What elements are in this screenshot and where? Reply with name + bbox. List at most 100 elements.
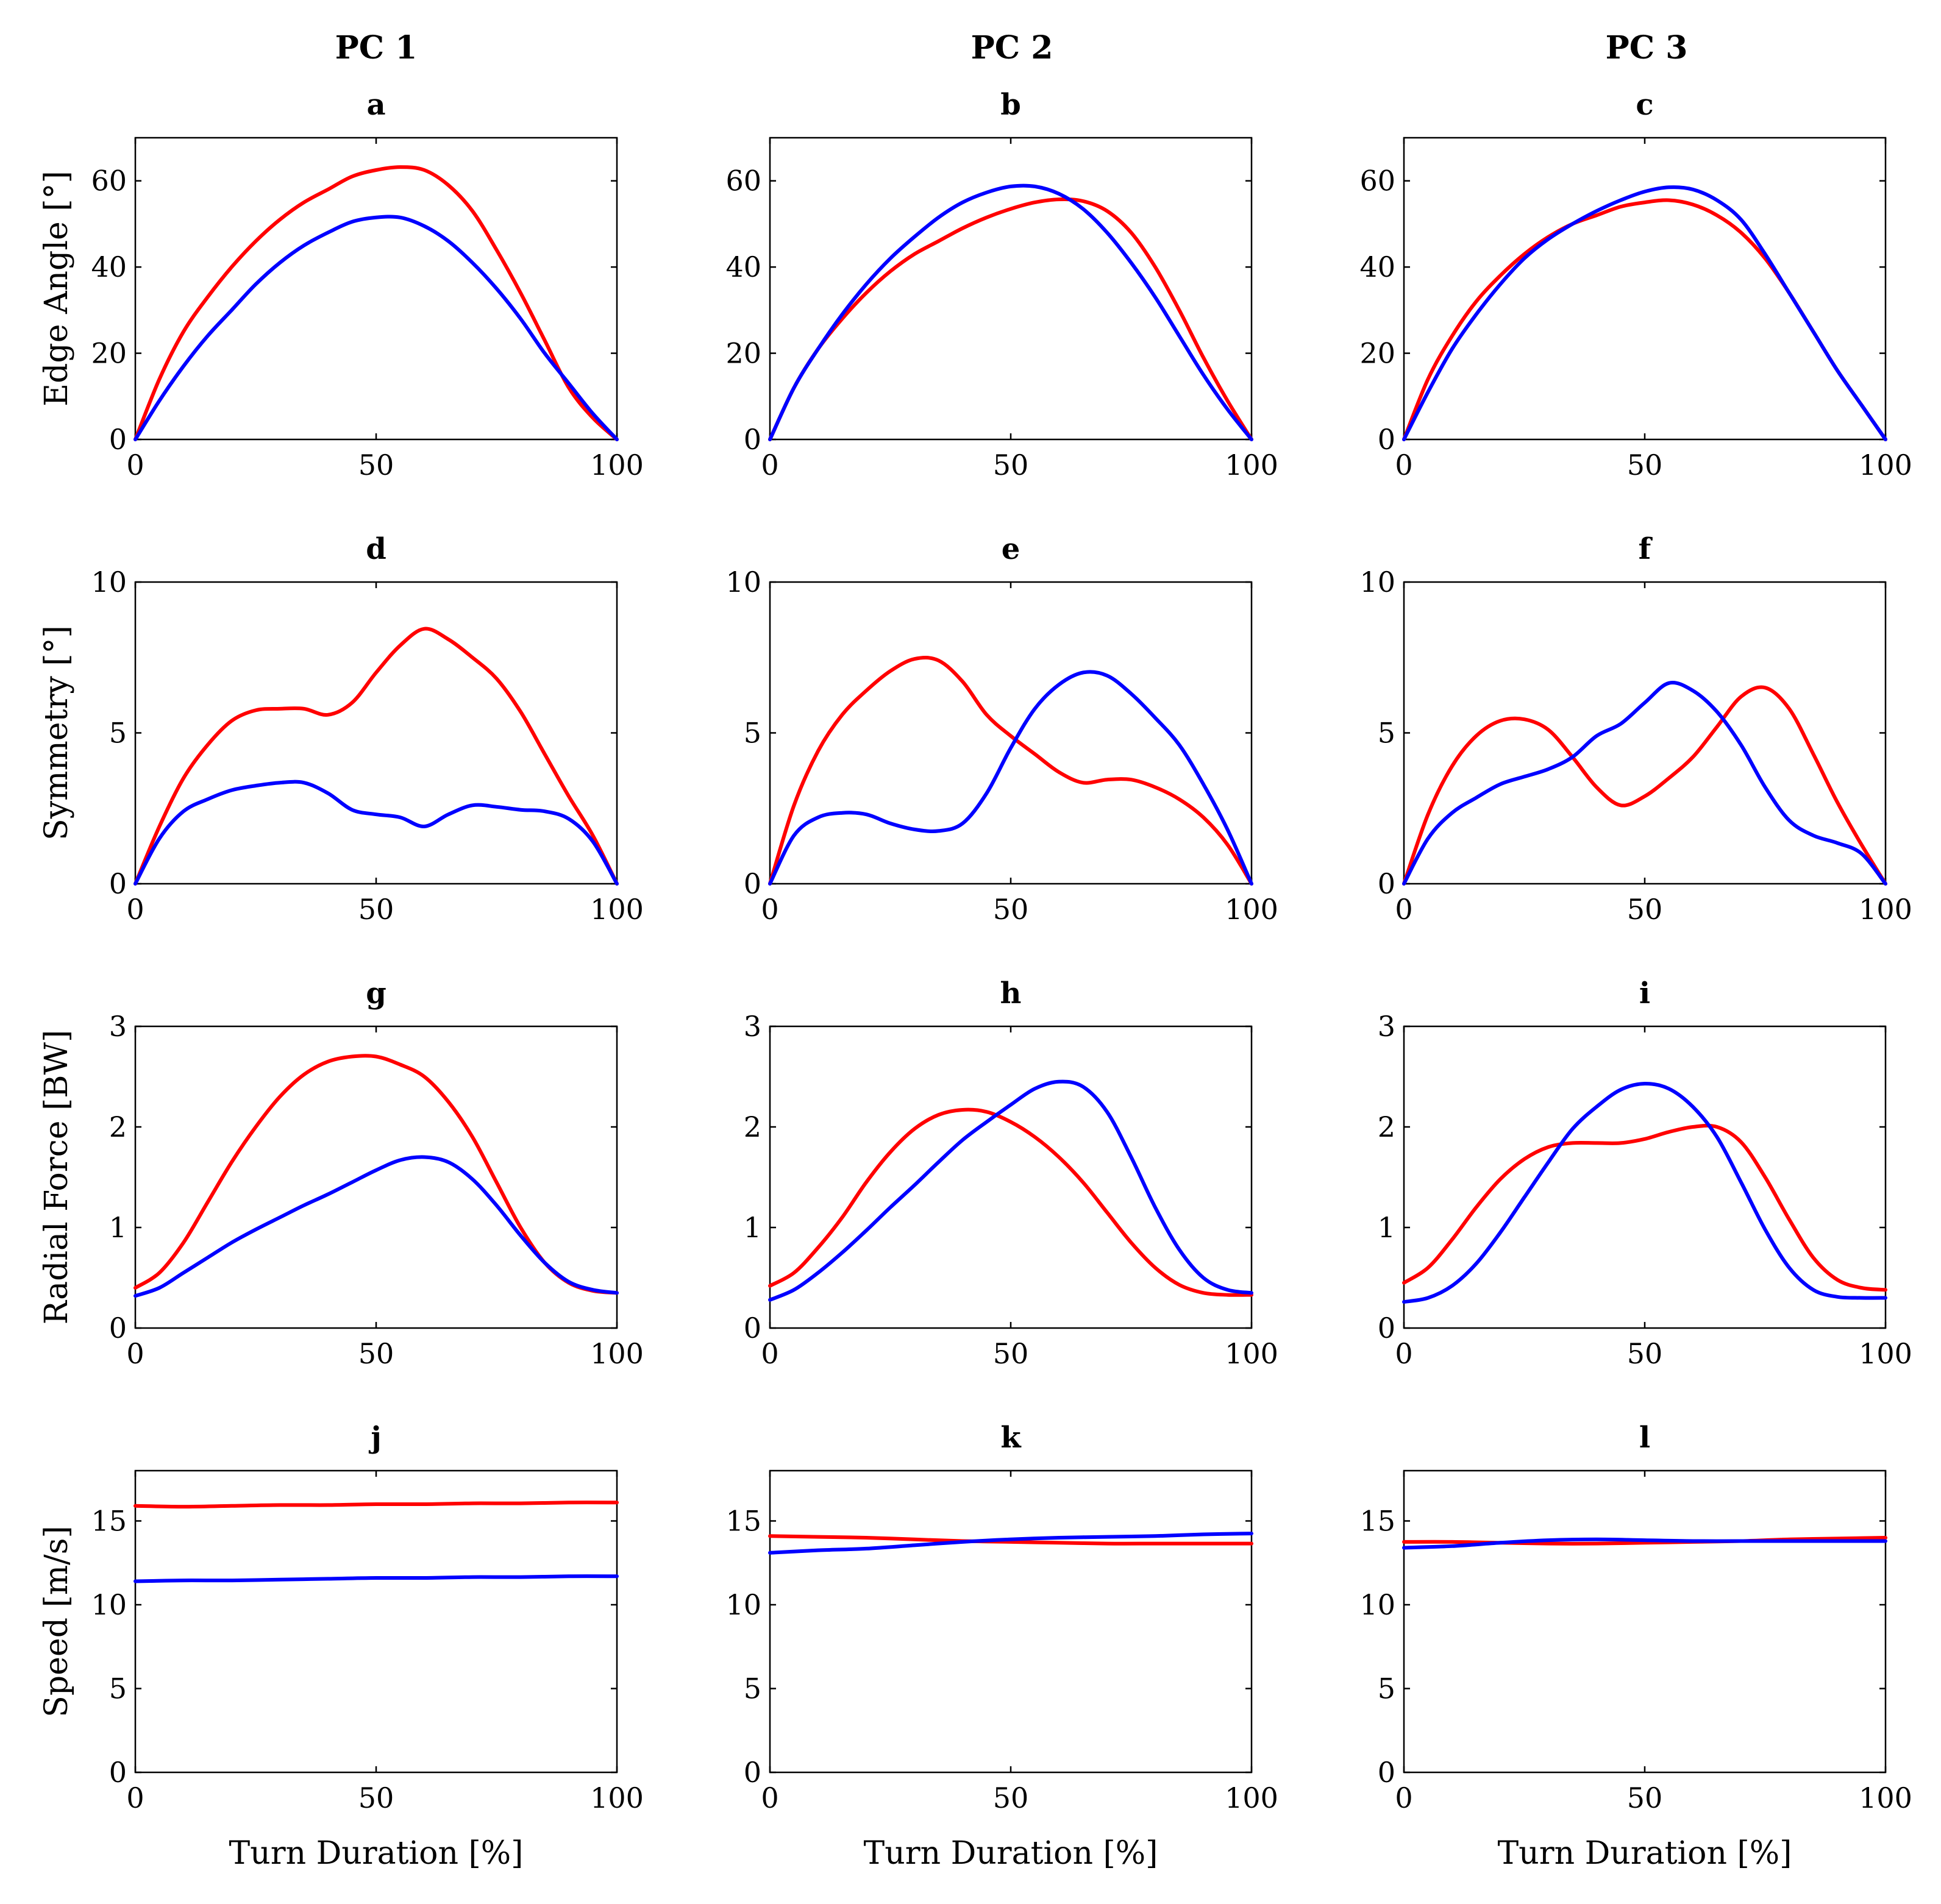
x-tick-label: 100 <box>1225 893 1278 926</box>
y-tick-label: 15 <box>725 1505 761 1538</box>
red-series-line <box>768 656 1253 886</box>
y-axis-label: Speed [m/s] <box>38 1526 75 1717</box>
x-tick-label: 100 <box>590 449 644 481</box>
x-tick-label: 0 <box>761 1337 778 1370</box>
y-tick-label: 40 <box>1359 250 1395 283</box>
x-tick-label: 0 <box>761 893 778 926</box>
axes-frame <box>134 1025 618 1329</box>
x-tick-label: 100 <box>590 893 644 926</box>
y-tick-label: 2 <box>1378 1110 1395 1143</box>
blue-series-line <box>1402 681 1887 886</box>
blue-series-line <box>768 670 1253 886</box>
panel-f: f 0 50 100 0 5 10 <box>1359 532 1912 926</box>
red-series-line <box>134 627 619 886</box>
y-tick-label: 40 <box>725 250 761 283</box>
panel-label-d: d <box>366 532 386 566</box>
y-tick-label: 60 <box>725 165 761 197</box>
panel-label-j: j <box>368 1421 381 1455</box>
x-axis-label: Turn Duration [%] <box>1498 1835 1792 1872</box>
y-tick-label: 0 <box>109 423 127 456</box>
x-tick-label: 50 <box>358 449 394 481</box>
x-tick-label: 50 <box>358 1337 394 1370</box>
x-tick-label: 0 <box>126 1337 144 1370</box>
y-tick-label: 40 <box>91 250 127 283</box>
y-tick-label: 3 <box>1378 1010 1395 1043</box>
blue-series-line <box>134 1574 619 1583</box>
axes-frame <box>769 581 1253 885</box>
y-tick-label: 5 <box>744 717 761 750</box>
panel-d: d 0 50 100 0 5 10 Symmetry [°] <box>38 532 644 926</box>
x-tick-label: 0 <box>1395 449 1412 481</box>
y-tick-label: 5 <box>1378 1672 1395 1705</box>
x-tick-label: 0 <box>1395 1781 1412 1814</box>
y-tick-label: 0 <box>109 1312 127 1345</box>
column-title-pc3: PC 3 <box>1606 29 1688 66</box>
y-tick-label: 3 <box>109 1010 127 1043</box>
panel-label-g: g <box>366 976 386 1011</box>
y-tick-label: 1 <box>744 1211 761 1244</box>
y-axis-label: Symmetry [°] <box>38 625 75 840</box>
blue-series-line <box>134 215 619 441</box>
x-tick-label: 100 <box>1225 1781 1278 1814</box>
axes-frame <box>1403 1469 1887 1774</box>
panel-h: h 0 50 100 0 1 2 3 <box>744 976 1278 1370</box>
y-tick-label: 0 <box>744 423 761 456</box>
y-tick-label: 20 <box>91 337 127 370</box>
x-tick-label: 100 <box>1859 1781 1912 1814</box>
blue-series-line <box>768 183 1253 441</box>
x-tick-label: 100 <box>1859 1337 1912 1370</box>
y-tick-label: 0 <box>1378 867 1395 900</box>
panel-label-a: a <box>366 88 385 122</box>
axes-frame <box>134 137 618 441</box>
red-series-line <box>768 197 1253 441</box>
panel-g: g 0 50 100 0 1 2 3 Radial Force [BW] <box>38 976 644 1370</box>
y-tick-label: 20 <box>725 337 761 370</box>
y-tick-label: 1 <box>109 1211 127 1244</box>
axes-frame <box>769 1469 1253 1774</box>
panel-label-k: k <box>1000 1421 1022 1455</box>
axes-frame <box>1403 581 1887 885</box>
x-tick-label: 0 <box>761 449 778 481</box>
red-series-line <box>768 1107 1253 1297</box>
y-tick-label: 0 <box>744 1756 761 1789</box>
panel-l: l 0 50 100 0 5 10 15 Turn Duration [%] <box>1359 1421 1912 1872</box>
y-tick-label: 0 <box>744 867 761 900</box>
y-tick-label: 0 <box>1378 1756 1395 1789</box>
x-tick-label: 50 <box>1627 1337 1663 1370</box>
x-tick-label: 100 <box>1225 449 1278 481</box>
y-tick-label: 5 <box>109 1672 127 1705</box>
panel-e: e 0 50 100 0 5 10 <box>725 532 1278 926</box>
axes-frame <box>1403 137 1887 441</box>
x-tick-label: 50 <box>993 893 1029 926</box>
panel-j: j 0 50 100 0 5 10 15 Speed [m/s] Turn Duration [%… <box>38 1421 644 1872</box>
y-tick-label: 10 <box>725 1588 761 1621</box>
blue-series-line <box>134 780 619 886</box>
y-tick-label: 5 <box>744 1672 761 1705</box>
red-series-line <box>1402 198 1887 441</box>
axes-frame <box>1403 1025 1887 1329</box>
x-tick-label: 100 <box>1225 1337 1278 1370</box>
blue-series-line <box>768 1079 1253 1302</box>
y-tick-label: 10 <box>91 1588 127 1621</box>
column-title-pc1: PC 1 <box>335 29 418 66</box>
x-axis-label: Turn Duration [%] <box>229 1835 524 1872</box>
axes-frame <box>134 1469 618 1774</box>
y-axis-label: Edge Angle [°] <box>38 171 75 407</box>
y-tick-label: 20 <box>1359 337 1395 370</box>
red-series-line <box>1402 1123 1887 1292</box>
y-tick-label: 15 <box>91 1505 127 1538</box>
x-tick-label: 50 <box>1627 1781 1663 1814</box>
x-tick-label: 0 <box>1395 1337 1412 1370</box>
x-tick-label: 50 <box>358 1781 394 1814</box>
y-tick-label: 3 <box>744 1010 761 1043</box>
y-tick-label: 0 <box>109 867 127 900</box>
panel-k: k 0 50 100 0 5 10 15 Turn Duration [%] <box>725 1421 1278 1872</box>
red-series-line <box>134 1501 619 1509</box>
x-tick-label: 100 <box>590 1781 644 1814</box>
y-tick-label: 2 <box>744 1110 761 1143</box>
y-tick-label: 0 <box>1378 423 1395 456</box>
blue-series-line <box>768 1532 1253 1555</box>
x-tick-label: 50 <box>1627 893 1663 926</box>
